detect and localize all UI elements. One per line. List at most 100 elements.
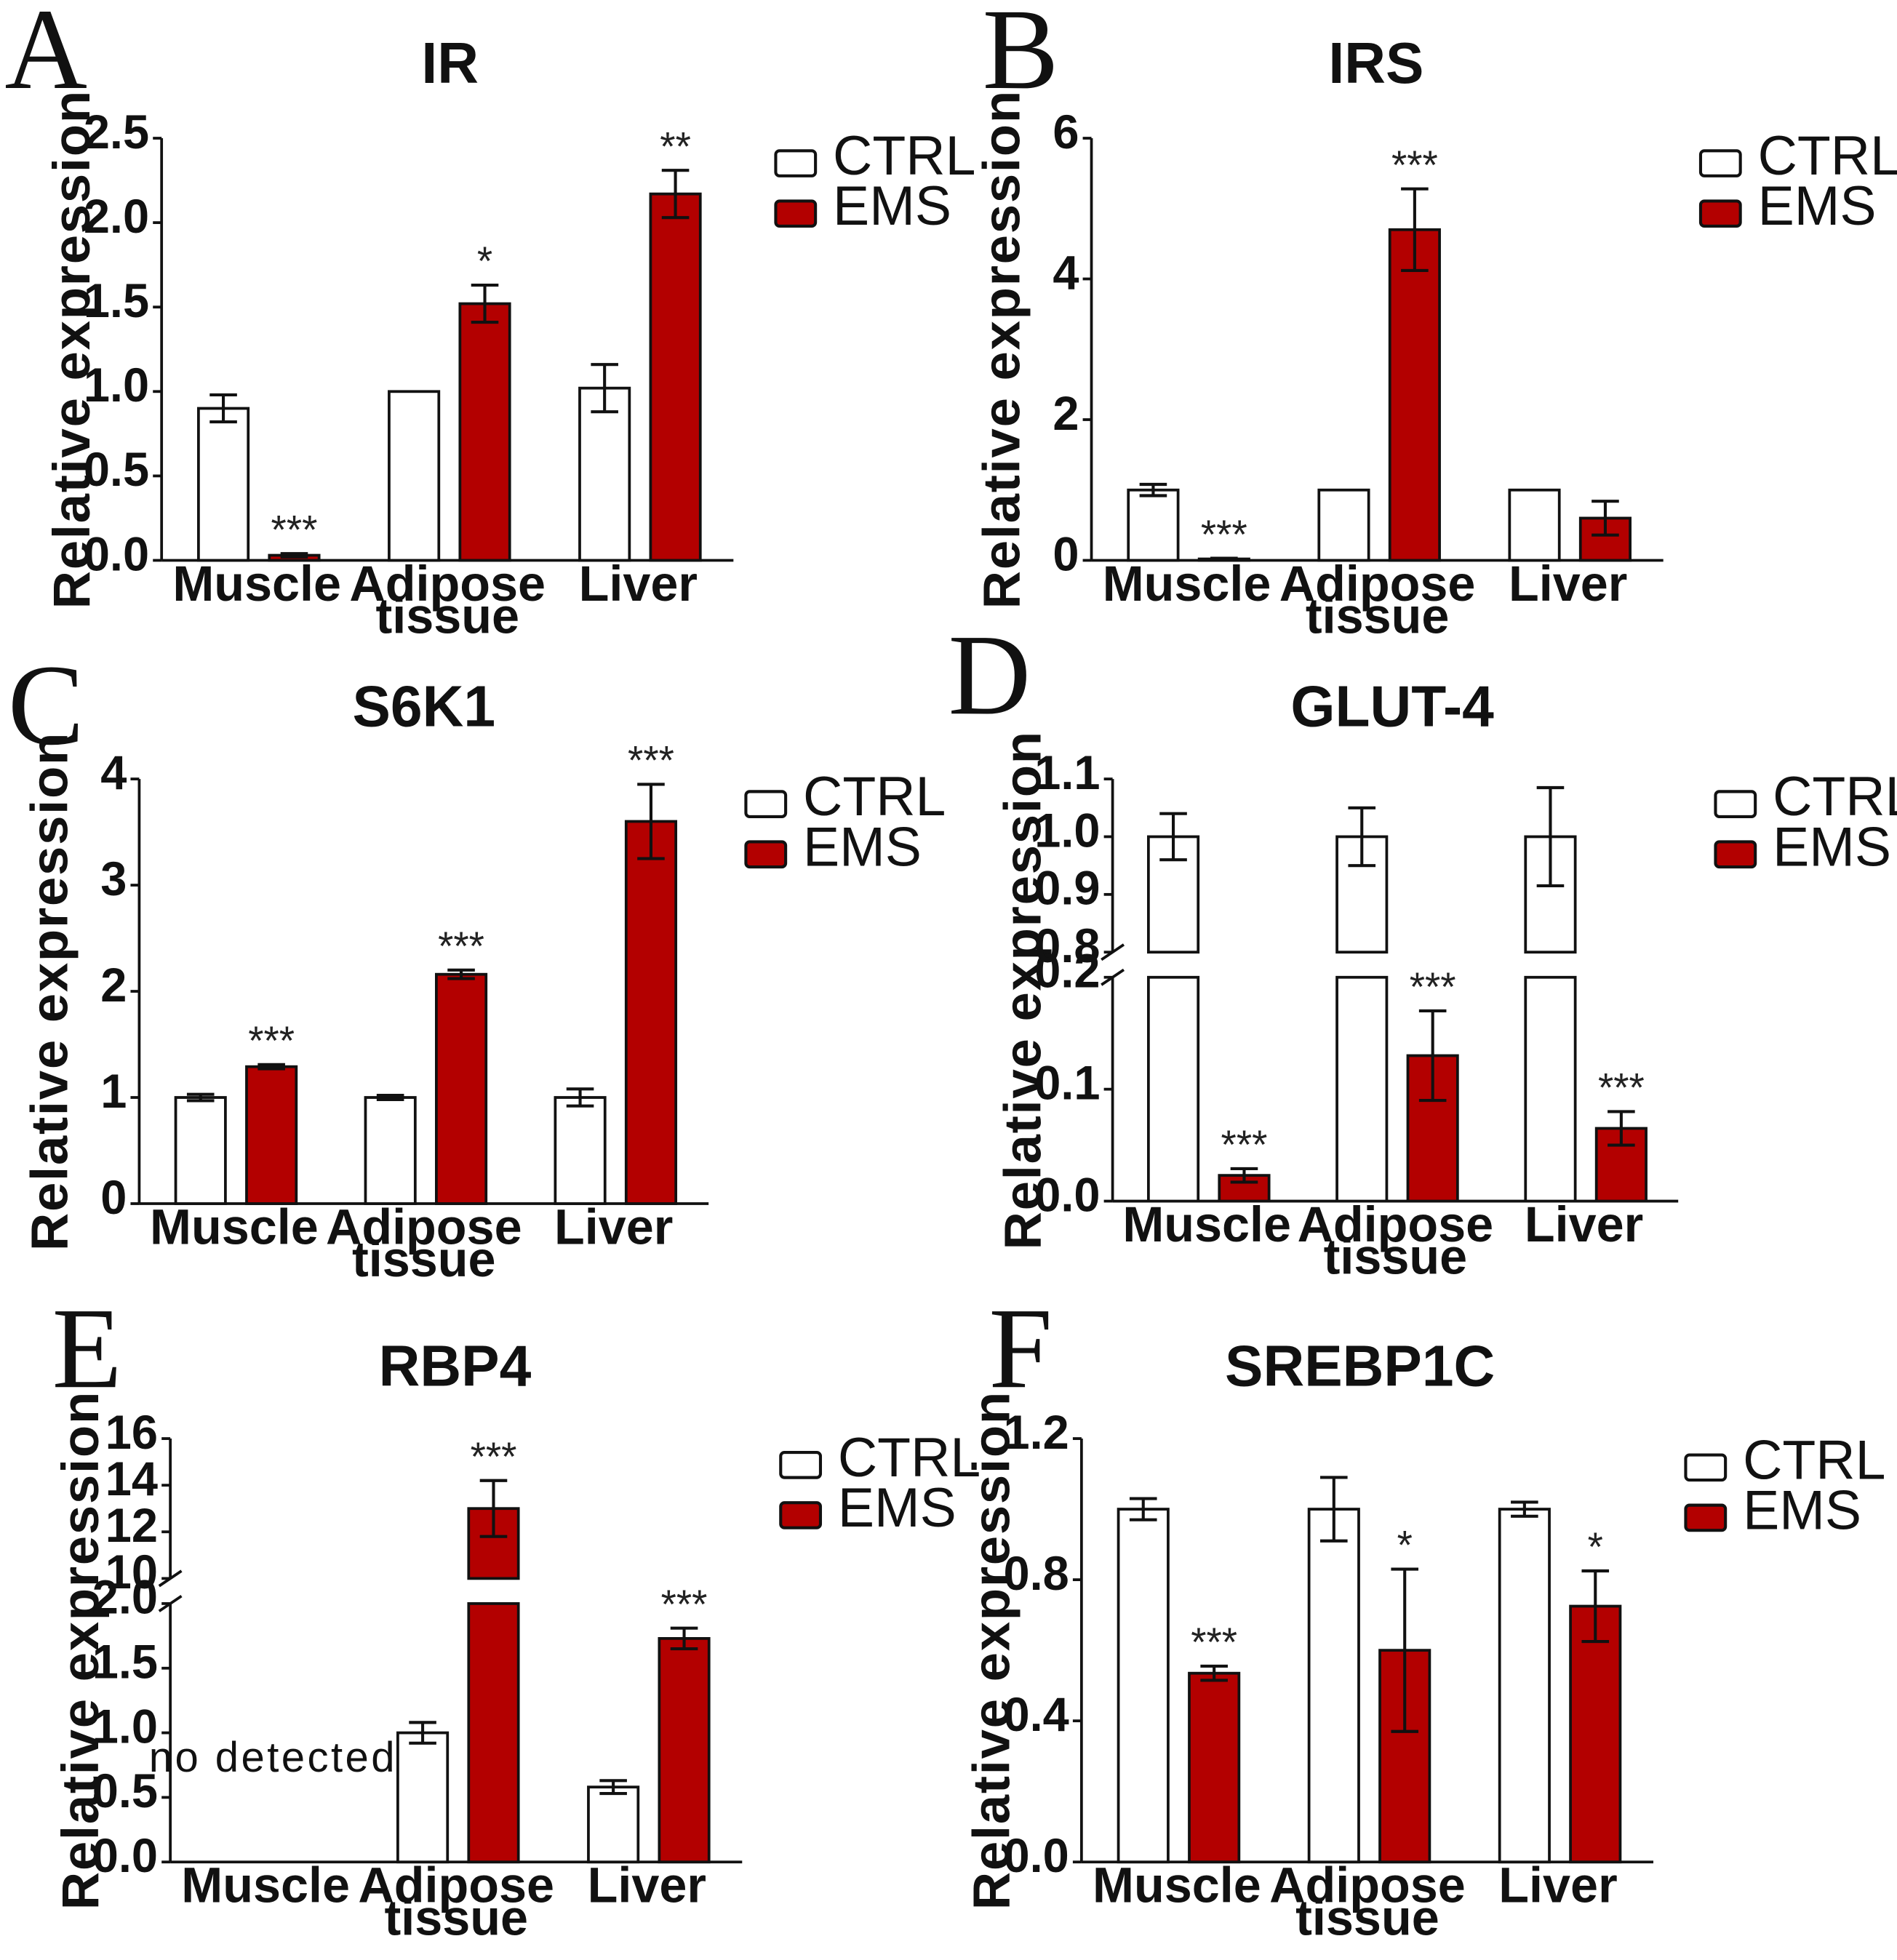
- y-tick-label: 16: [105, 1406, 158, 1459]
- y-axis-label: Relative expression: [973, 89, 1031, 609]
- category-label: Muscle: [1122, 1196, 1291, 1252]
- bar-ctrl: [1127, 488, 1180, 562]
- legend-label: CTRL: [803, 767, 946, 828]
- bar-ctrl: [1498, 1508, 1551, 1864]
- legend-label: EMS: [1773, 817, 1891, 878]
- significance-mark: ***: [661, 1582, 708, 1627]
- significance-mark: ***: [1201, 512, 1247, 557]
- bar-ctrl: [1524, 975, 1577, 1203]
- bar-ems: [434, 972, 488, 1205]
- category-label: tissue: [375, 588, 519, 644]
- category-label: Adipose: [1269, 1857, 1466, 1913]
- category-label: Adipose: [349, 555, 546, 611]
- y-tick-label: 0.0: [92, 1829, 158, 1882]
- bar-ems: [1188, 1671, 1241, 1864]
- y-tick-label: 6: [1053, 105, 1079, 159]
- y-tick-label: 0.0: [1034, 1168, 1100, 1221]
- legend-label: EMS: [838, 1478, 957, 1539]
- bar-ctrl: [364, 1096, 417, 1205]
- bar-ems: [1388, 228, 1441, 562]
- annotation-text: no detected: [149, 1734, 397, 1781]
- y-tick-label: 1.5: [92, 1635, 158, 1688]
- significance-mark: ***: [438, 924, 484, 969]
- legend-label: CTRL: [1758, 126, 1897, 187]
- y-tick-label: 0: [100, 1171, 127, 1224]
- y-tick-label: 0.4: [1004, 1688, 1069, 1741]
- legend-label: EMS: [803, 817, 922, 878]
- significance-mark: **: [660, 124, 691, 169]
- legend-swatch-ems: [1714, 840, 1757, 869]
- category-label: Adipose: [1298, 1196, 1494, 1252]
- bar-ctrl: [1335, 975, 1389, 1203]
- axis-break-mark: [1101, 968, 1125, 986]
- category-label: Liver: [1498, 1857, 1617, 1913]
- y-axis-label: Relative expression: [963, 1391, 1021, 1910]
- category-label: Liver: [1509, 555, 1627, 611]
- chart-title: S6K1: [352, 673, 495, 738]
- bar-ctrl: [1117, 1508, 1170, 1864]
- y-tick-label: 2.0: [84, 190, 149, 243]
- significance-mark: ***: [1410, 964, 1456, 1009]
- y-tick-label: 1.5: [84, 274, 149, 327]
- y-tick-label: 0.8: [1004, 1547, 1069, 1600]
- y-tick-label: 1.0: [92, 1700, 158, 1753]
- y-tick-label: 0.0: [1004, 1829, 1069, 1882]
- category-label: Muscle: [172, 555, 341, 611]
- panel-letter: F: [989, 1284, 1052, 1412]
- y-tick-label: 0.0: [84, 527, 149, 580]
- y-tick-label: 2: [1053, 387, 1079, 440]
- y-tick-label: 3: [100, 852, 127, 905]
- bar-ems: [1569, 1604, 1622, 1864]
- legend-swatch-ctrl: [1684, 1453, 1728, 1482]
- significance-mark: ***: [271, 507, 318, 552]
- category-label: Liver: [579, 555, 698, 611]
- panel-letter: D: [948, 612, 1031, 740]
- y-tick-label: 1.0: [1034, 804, 1100, 857]
- bar-ems: [624, 820, 678, 1205]
- legend-swatch-ems: [1698, 199, 1742, 228]
- bar-ctrl: [1307, 1508, 1360, 1864]
- panel-letter: C: [8, 641, 84, 769]
- bar-ctrl: [1508, 488, 1561, 562]
- significance-mark: ***: [1221, 1122, 1268, 1167]
- significance-mark: ***: [471, 1434, 517, 1479]
- y-tick-label: 1: [100, 1065, 127, 1118]
- bar-ems: [467, 1602, 520, 1864]
- significance-mark: *: [477, 239, 492, 284]
- y-tick-label: 14: [105, 1452, 158, 1505]
- significance-mark: ***: [1598, 1065, 1645, 1110]
- legend-label: EMS: [1743, 1480, 1861, 1541]
- bar-ctrl: [396, 1731, 450, 1864]
- bar-ems: [658, 1636, 711, 1864]
- y-tick-label: 0.1: [1034, 1056, 1100, 1109]
- panel-letter: E: [52, 1284, 122, 1412]
- chart-title: GLUT-4: [1290, 673, 1494, 738]
- category-label: Adipose: [326, 1199, 522, 1255]
- y-tick-label: 0.8: [1034, 919, 1100, 972]
- chart-title: IRS: [1328, 31, 1423, 95]
- category-label: Muscle: [181, 1857, 350, 1913]
- significance-mark: *: [1588, 1524, 1603, 1569]
- legend-label: CTRL: [1773, 767, 1897, 828]
- chart-title: RBP4: [379, 1333, 532, 1398]
- axis-break-mark: [1101, 943, 1125, 961]
- y-tick-label: 4: [1053, 246, 1079, 299]
- y-tick-label: 0.2: [1034, 944, 1100, 997]
- bar-ctrl: [174, 1096, 227, 1205]
- significance-mark: *: [1397, 1522, 1413, 1567]
- bar-ems: [1406, 1054, 1459, 1203]
- y-tick-label: 0.5: [84, 443, 149, 496]
- legend-label: CTRL: [833, 126, 975, 187]
- category-label: Adipose: [1279, 555, 1476, 611]
- panel-letter: A: [4, 0, 87, 113]
- legend-swatch-ems: [1684, 1503, 1728, 1532]
- significance-mark: ***: [1391, 143, 1438, 188]
- legend-swatch-ctrl: [779, 1450, 823, 1479]
- bar-ctrl: [1335, 835, 1389, 954]
- y-tick-label: 0.9: [1034, 861, 1100, 914]
- chart-title: IR: [421, 31, 479, 95]
- legend-label: CTRL: [1743, 1430, 1885, 1491]
